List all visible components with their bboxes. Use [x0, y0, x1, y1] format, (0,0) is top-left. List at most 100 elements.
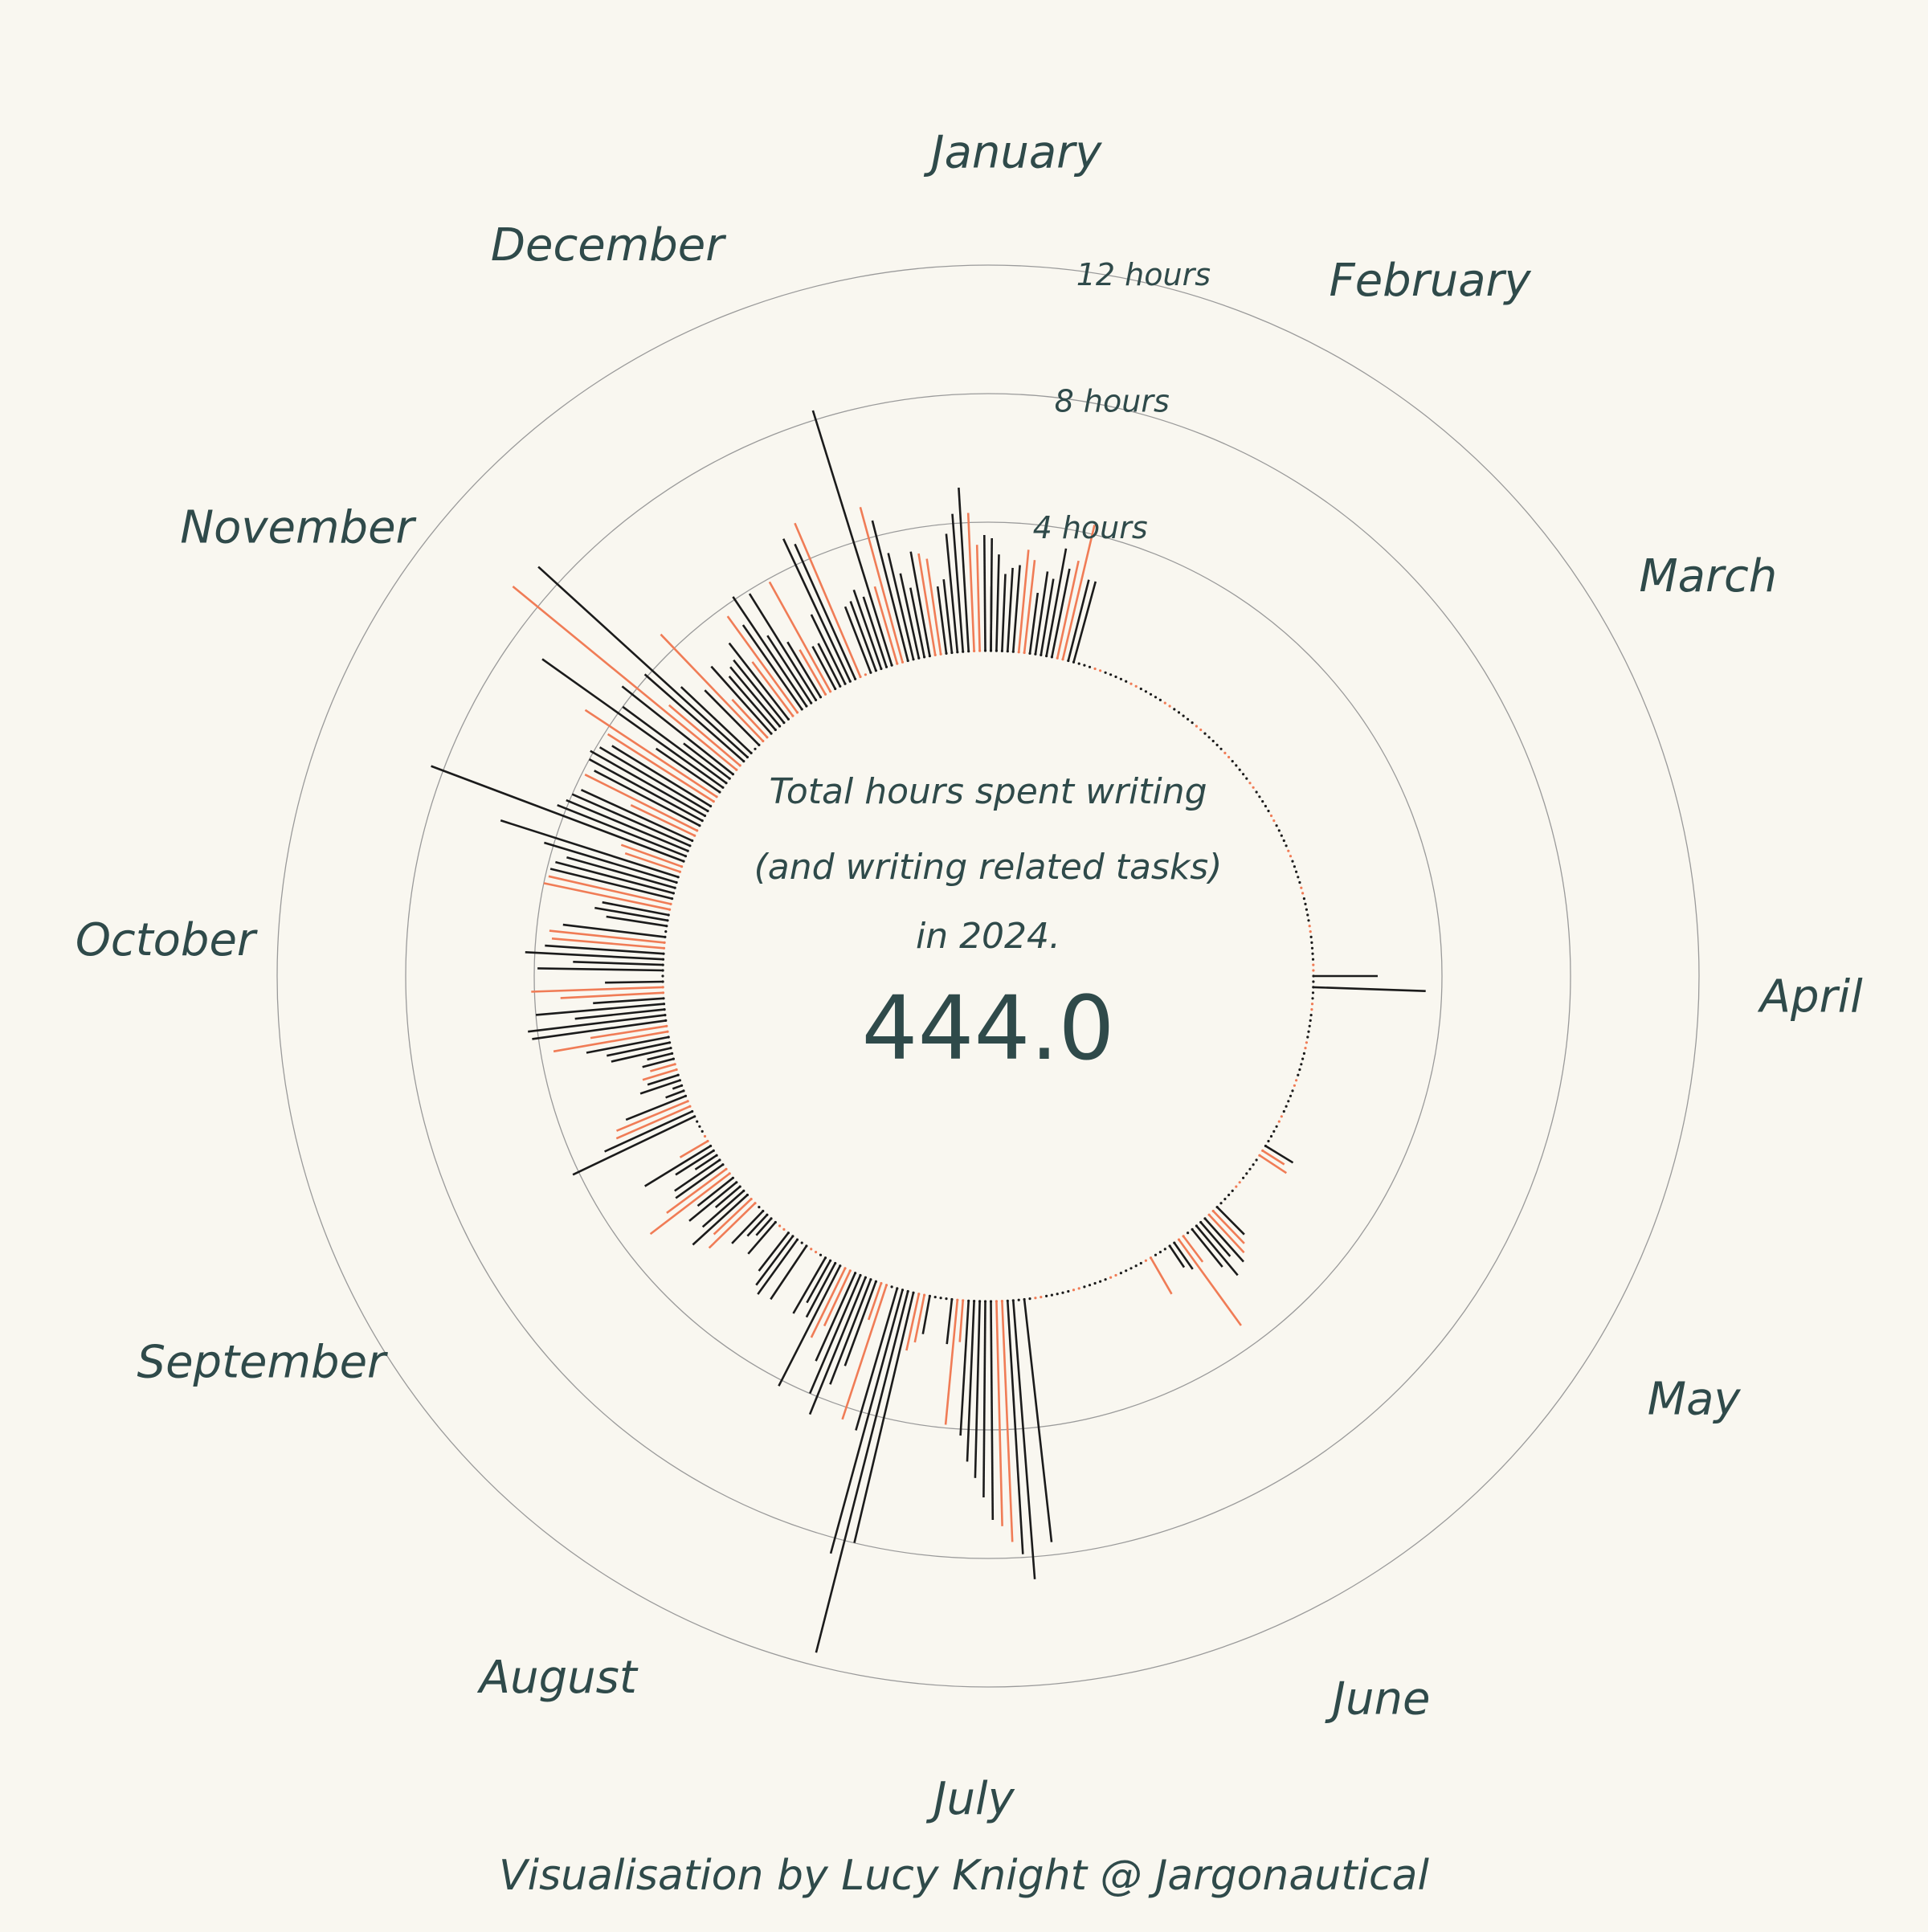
baseline-dot	[750, 1198, 753, 1201]
baseline-dot	[667, 1035, 670, 1039]
baseline-dot	[1308, 1024, 1311, 1027]
baseline-dot	[1199, 728, 1203, 732]
baseline-dot	[1195, 1224, 1198, 1227]
day-bar	[829, 1279, 872, 1385]
day-bar	[747, 1221, 777, 1255]
baseline-dot	[1011, 1299, 1015, 1302]
baseline-dot	[778, 725, 782, 728]
baseline-dot	[1028, 1297, 1031, 1301]
baseline-dot	[1312, 963, 1315, 966]
day-bar	[665, 1089, 684, 1099]
baseline-dot	[745, 755, 750, 759]
baseline-dot	[1295, 1079, 1298, 1082]
day-bar	[871, 520, 909, 661]
day-bar	[708, 1202, 756, 1249]
baseline-dot	[1269, 814, 1273, 818]
day-bar	[679, 1140, 709, 1158]
day-bar	[692, 1194, 749, 1246]
baseline-dot	[1207, 736, 1211, 739]
baseline-dot	[745, 1193, 750, 1197]
day-bar	[535, 1003, 664, 1016]
baseline-dot	[1307, 919, 1310, 922]
baseline-dot	[675, 880, 678, 884]
day-bar	[990, 537, 993, 651]
day-bar	[945, 533, 959, 652]
day-bar	[660, 633, 764, 742]
day-bar	[729, 666, 781, 727]
baseline-dot	[664, 935, 667, 938]
day-bar	[630, 804, 696, 837]
baseline-dot	[1104, 1278, 1107, 1281]
day-bar	[751, 661, 794, 717]
center-caption-line-1: Total hours spent writing	[769, 771, 1207, 812]
baseline-dot	[696, 1120, 699, 1123]
baseline-dot	[701, 1129, 704, 1133]
baseline-dot	[673, 1063, 676, 1066]
baseline-dot	[686, 1100, 689, 1103]
day-bar	[1150, 1257, 1173, 1295]
day-bar	[701, 1190, 745, 1228]
month-label-july: July	[925, 1773, 1015, 1825]
baseline-dot	[1312, 986, 1315, 989]
baseline-dot	[810, 1248, 813, 1251]
baseline-dot	[1119, 1272, 1122, 1275]
day-bar	[512, 585, 737, 771]
day-bar	[1056, 560, 1080, 659]
day-bar	[799, 649, 827, 695]
baseline-dot	[662, 1003, 666, 1006]
baseline-dot	[1099, 669, 1102, 672]
day-bar	[696, 1177, 734, 1207]
day-bar	[1001, 1301, 1014, 1542]
day-bar	[728, 642, 790, 721]
baseline-dot	[669, 902, 672, 905]
baseline-dot	[1104, 671, 1107, 674]
baseline-dot	[1302, 897, 1305, 901]
baseline-dot	[1248, 782, 1252, 785]
baseline-dot	[1139, 687, 1142, 691]
day-bar	[624, 852, 680, 873]
day-bar	[553, 1030, 668, 1053]
baseline-dot	[901, 1289, 905, 1292]
baseline-dot	[735, 768, 738, 771]
day-bar	[606, 915, 668, 927]
month-label-september: September	[137, 1337, 389, 1389]
baseline-dot	[1109, 1276, 1113, 1279]
baseline-dot	[890, 1285, 893, 1289]
day-bar	[1001, 574, 1007, 651]
baseline-dot	[770, 1217, 773, 1220]
baseline-dot	[933, 653, 937, 657]
baseline-dot	[698, 1125, 701, 1128]
baseline-dot	[989, 649, 993, 652]
baseline-dot	[673, 886, 676, 889]
baseline-dot	[1061, 658, 1064, 661]
baseline-dot	[844, 1267, 847, 1270]
baseline-dot	[950, 1297, 954, 1301]
baseline-dot	[688, 844, 692, 848]
day-bar	[811, 645, 836, 690]
baseline-dot	[978, 649, 982, 652]
baseline-dot	[1293, 1084, 1296, 1087]
baseline-dot	[706, 809, 709, 813]
baseline-dot	[1149, 692, 1153, 696]
day-bar	[726, 615, 799, 713]
baseline-dot	[962, 1299, 965, 1302]
baseline-dot	[933, 1296, 937, 1299]
baseline-dot	[762, 739, 765, 743]
baseline-dot	[1215, 743, 1219, 747]
baseline-dot	[1144, 690, 1147, 693]
day-bar	[844, 606, 872, 673]
day-bar	[611, 745, 712, 807]
baseline-dot	[1275, 824, 1278, 827]
baseline-dot	[884, 665, 888, 668]
baseline-dot	[1285, 1105, 1288, 1108]
baseline-dot	[721, 1163, 725, 1166]
day-bar	[873, 586, 899, 664]
day-bar	[958, 1300, 964, 1342]
baseline-dot	[666, 919, 669, 922]
baseline-dot	[682, 860, 685, 863]
grid-ring-4h	[533, 521, 1443, 1431]
baseline-dot	[1011, 650, 1015, 653]
baseline-dot	[1277, 1120, 1281, 1123]
